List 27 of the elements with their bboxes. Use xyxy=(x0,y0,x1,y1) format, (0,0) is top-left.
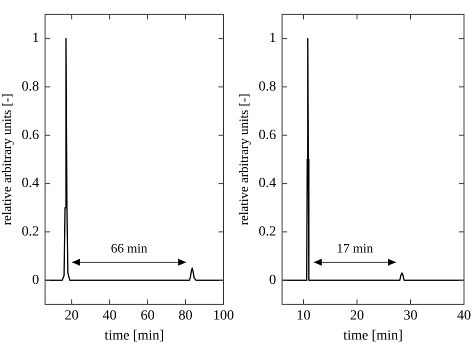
x-tick-label: 40 xyxy=(457,308,471,324)
x-tick-label: 60 xyxy=(140,308,155,324)
y-tick-label: 0.4 xyxy=(258,176,276,192)
y-tick-label: 1 xyxy=(32,31,40,46)
x-axis-title: time [min] xyxy=(343,328,403,344)
y-tick-label: 0.6 xyxy=(22,128,40,143)
x-tick-label: 20 xyxy=(350,308,364,324)
y-tick-label: 1 xyxy=(269,31,276,46)
y-tick-label: 0.8 xyxy=(22,80,40,95)
y-tick-label: 0.6 xyxy=(258,128,276,143)
x-tick-label: 100 xyxy=(213,308,234,324)
x-tick-label: 20 xyxy=(64,308,79,324)
annotation: 66 min xyxy=(110,240,148,256)
y-tick-label: 0.4 xyxy=(22,176,40,192)
y-tick-label: 0 xyxy=(269,272,276,288)
x-axis-title: time [min] xyxy=(104,328,164,344)
y-tick-label: 0.8 xyxy=(258,80,276,95)
x-tick-label: 40 xyxy=(102,308,117,324)
y-tick-label: 0.2 xyxy=(258,224,276,240)
y-tick-label: 0 xyxy=(32,272,40,288)
x-tick-label: 30 xyxy=(404,308,418,324)
x-tick-label: 80 xyxy=(178,308,193,324)
y-axis-title: relative arbitrary units [-] xyxy=(236,94,252,226)
annotation: 17 min xyxy=(336,240,374,256)
y-axis-title: relative arbitrary units [-] xyxy=(0,94,14,226)
x-tick-label: 10 xyxy=(296,308,310,324)
y-tick-label: 0.2 xyxy=(22,224,40,240)
